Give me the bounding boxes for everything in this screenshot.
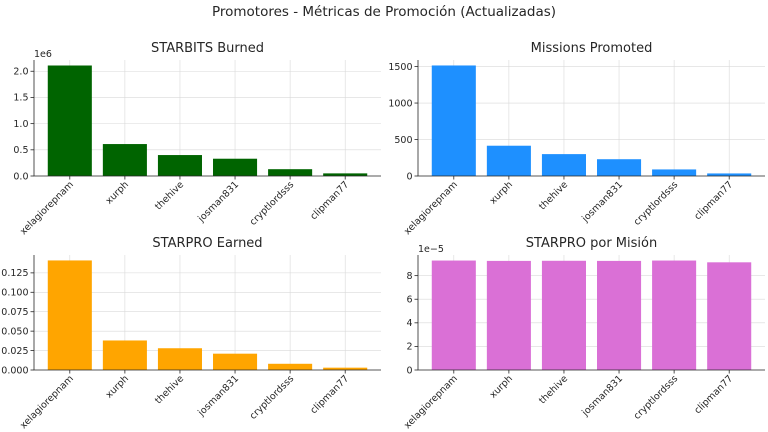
x-tick-label: clipman77 (692, 179, 735, 222)
y-tick-label: 500 (394, 135, 412, 146)
bar-clipman77 (707, 173, 752, 176)
x-tick-label: clipman77 (308, 179, 351, 222)
x-tick-label: xurph (488, 373, 515, 400)
bar-clipman77 (323, 367, 368, 370)
bar-clipman77 (323, 173, 368, 176)
x-tick-label: josman831 (579, 373, 625, 419)
bar-cryptlordsss (268, 169, 313, 176)
x-tick-label: josman831 (579, 179, 625, 225)
chart-title: STARPRO Earned (152, 236, 262, 251)
x-tick-label: xelagiorepnam (402, 179, 460, 237)
x-tick-label: thehive (153, 179, 186, 212)
y-offset-label: 1e−5 (418, 244, 444, 255)
y-tick-label: 1.0 (13, 119, 28, 130)
x-tick-label: cryptlordsss (248, 373, 297, 422)
y-tick-label: 1000 (388, 98, 412, 109)
bar-xelagiorepnam (47, 260, 92, 370)
y-tick-label: 0.000 (1, 365, 28, 376)
y-tick-label: 0.100 (1, 288, 28, 299)
bar-xelagiorepnam (431, 65, 476, 176)
x-tick-label: thehive (537, 179, 570, 212)
x-tick-label: xurph (104, 373, 131, 400)
chart-title: Missions Promoted (531, 41, 653, 56)
x-tick-label: josman831 (195, 179, 241, 225)
bar-thehive (157, 155, 202, 176)
y-tick-label: 0.025 (1, 346, 28, 357)
x-tick-label: xurph (488, 179, 515, 206)
chart-starbits-burned: 0.0 0.5 1.0 1.5 2.0 xelagiorepnam xurph thehive… (13, 41, 381, 237)
x-tick-label: clipman77 (692, 373, 735, 416)
y-tick-label: 0.0 (13, 171, 28, 182)
y-tick-label: 2.0 (13, 67, 28, 78)
bar-cryptlordsss (652, 260, 697, 370)
x-tick-label: xurph (104, 179, 131, 206)
bar-xurph (486, 260, 531, 370)
y-tick-label: 4 (406, 318, 412, 329)
bar-josman831 (213, 158, 258, 176)
chart-title: STARBITS Burned (151, 41, 264, 56)
y-tick-label: 0.050 (1, 326, 28, 337)
y-tick-label: 6 (406, 295, 412, 306)
figure-title: Promotores - Métricas de Promoción (Actu… (212, 4, 556, 20)
x-tick-label: xelagiorepnam (18, 373, 76, 431)
y-tick-label: 0.5 (13, 145, 28, 156)
y-tick-label: 2 (406, 342, 412, 353)
bar-xelagiorepnam (47, 65, 92, 176)
y-tick-label: 0 (406, 365, 412, 376)
bar-thehive (541, 260, 586, 370)
bar-cryptlordsss (652, 169, 697, 176)
bar-josman831 (597, 260, 642, 370)
bar-xelagiorepnam (431, 260, 476, 370)
x-tick-label: clipman77 (308, 373, 351, 416)
chart-title: STARPRO por Misión (526, 236, 657, 251)
y-tick-label: 1500 (388, 62, 412, 73)
y-tick-label: 0.075 (1, 307, 28, 318)
x-tick-label: cryptlordsss (632, 179, 681, 228)
x-tick-label: josman831 (195, 373, 241, 419)
x-tick-label: thehive (153, 373, 186, 406)
x-tick-label: xelagiorepnam (18, 179, 76, 237)
bar-xurph (102, 144, 147, 176)
y-tick-label: 0.125 (1, 268, 28, 279)
bar-thehive (157, 348, 202, 370)
bar-josman831 (597, 159, 642, 176)
x-tick-label: xelagiorepnam (402, 373, 460, 431)
y-tick-label: 8 (406, 271, 412, 282)
y-tick-label: 0 (406, 171, 412, 182)
y-tick-label: 1.5 (13, 93, 28, 104)
x-tick-label: thehive (537, 373, 570, 406)
x-tick-label: cryptlordsss (248, 179, 297, 228)
bar-josman831 (213, 353, 258, 370)
chart-missions-promoted: 0 500 1000 1500 xelagiorepnam xurph thehive jos… (388, 41, 765, 237)
y-offset-label: 1e6 (34, 49, 52, 60)
bar-clipman77 (707, 262, 752, 370)
bar-xurph (486, 145, 531, 176)
bar-cryptlordsss (268, 363, 313, 370)
x-tick-label: cryptlordsss (632, 373, 681, 422)
bar-xurph (102, 340, 147, 370)
chart-starpro-earned: 0.000 0.025 0.050 0.075 0.100 0.125 xelagiorep… (1, 236, 381, 431)
bar-thehive (541, 154, 586, 176)
